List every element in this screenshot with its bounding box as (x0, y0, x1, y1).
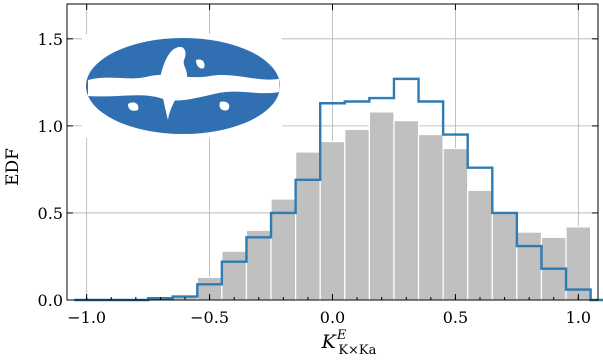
bars (172, 111, 592, 301)
x-axis-label: KE K×Ka (321, 328, 377, 358)
mask-cutout-small (219, 101, 230, 111)
y-tick-label: 0.5 (38, 204, 63, 223)
x-tick-label: 0.5 (443, 308, 468, 327)
histogram-bar (393, 120, 420, 301)
mask-cutout-north (160, 46, 188, 121)
x-tick-label: −0.5 (190, 308, 229, 327)
histogram-bar (491, 212, 518, 301)
histogram-bar (467, 189, 493, 301)
step-outline-series (74, 77, 603, 302)
x-tick-label: 0.0 (320, 308, 345, 327)
y-tick-label: 1.0 (38, 117, 63, 136)
x-tick-label: 1.0 (566, 308, 591, 327)
y-tick-label: 1.5 (38, 30, 63, 49)
histogram-bar (516, 231, 543, 301)
histogram-bar (344, 128, 370, 301)
mask-cutout-small (196, 59, 205, 69)
histogram-bar (442, 147, 469, 301)
y-axis-label: EDF (3, 148, 23, 186)
x-axis-label-main: K (321, 331, 338, 353)
histogram-bar (368, 111, 395, 301)
histogram-bar (417, 133, 444, 301)
x-tick-label: −1.0 (67, 308, 106, 327)
step-outline-line (74, 77, 603, 302)
axis-labels: EDF KE K×Ka (3, 148, 377, 358)
x-axis-label-superscript: E (336, 328, 347, 343)
y-tick-label: 0.0 (38, 291, 63, 310)
histogram-bar (245, 229, 272, 301)
histogram-bar (295, 151, 321, 301)
y-axis-ticks: 0.0 0.5 1.0 1.5 (38, 30, 598, 310)
x-axis-ticks: −1.0 −0.5 0.0 0.5 1.0 (67, 4, 591, 327)
histogram-bar (565, 226, 592, 301)
x-axis-label-subscript: K×Ka (338, 343, 376, 358)
sky-mask-inset (82, 34, 282, 138)
mask-cutout-small (128, 102, 139, 111)
histogram-bar (319, 140, 346, 301)
galactic-plane-mask (88, 74, 280, 101)
histogram-bar (270, 198, 297, 301)
histogram-bar (221, 250, 248, 301)
